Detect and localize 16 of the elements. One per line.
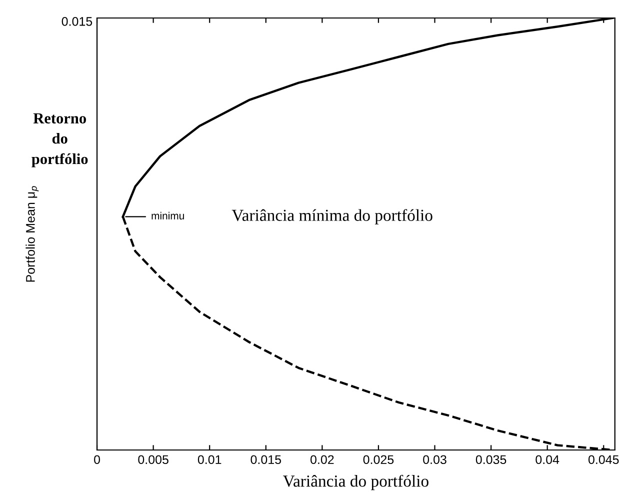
x-tick-label: 0.04 [536, 455, 560, 464]
annotation: Variância mínima do portfólio [232, 209, 432, 224]
text: 0.015 [62, 17, 92, 26]
x-tick-label: 0.045 [588, 455, 619, 464]
x-tick-label: 0.025 [363, 455, 394, 464]
annotation: minimu [152, 212, 184, 220]
y-axis-title: Portfolio Mean μ$_{p}$ [26, 186, 39, 282]
x-tick-label: 0.01 [198, 455, 222, 464]
text: Retorno do portfólio [32, 113, 88, 168]
x-tick-label: 0.005 [138, 455, 168, 464]
x-tick-label: 0.02 [310, 455, 334, 464]
x-tick-label: 0 [94, 455, 100, 464]
x-tick-label: 0.015 [250, 455, 282, 464]
x-tick-label: 0.035 [476, 455, 506, 464]
x-axis-title: Variância do portfólio [283, 474, 428, 490]
x-tick-label: 0.03 [423, 455, 446, 464]
